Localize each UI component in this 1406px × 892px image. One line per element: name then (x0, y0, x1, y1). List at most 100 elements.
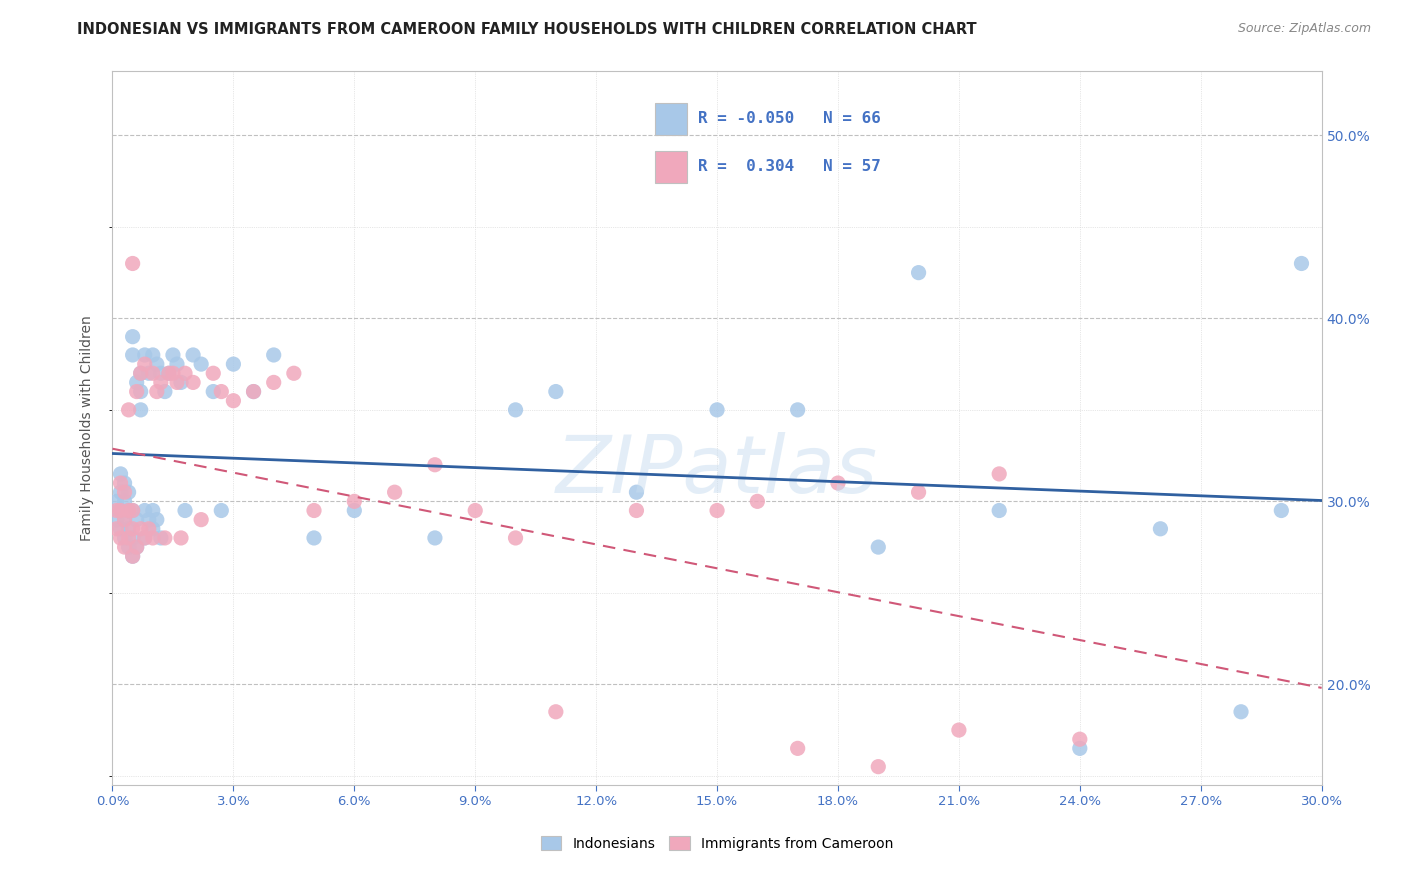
Point (117, 485, 139, 500)
Point (1270, 503, 1292, 517)
Point (505, 531, 527, 545)
Point (174, 366, 197, 380)
Point (129, 522, 152, 536)
Point (105, 503, 128, 517)
Point (907, 485, 929, 500)
Text: ZIPatlas: ZIPatlas (555, 432, 879, 510)
Point (988, 503, 1011, 517)
Point (121, 531, 143, 545)
Legend: Indonesians, Immigrants from Cameroon: Indonesians, Immigrants from Cameroon (536, 830, 898, 856)
Point (138, 513, 160, 527)
Point (626, 485, 648, 500)
Point (343, 503, 366, 517)
Point (747, 494, 769, 508)
Point (121, 549, 143, 564)
Point (134, 357, 156, 371)
Point (222, 357, 245, 371)
Point (263, 348, 285, 362)
Point (423, 458, 446, 472)
Point (138, 522, 160, 536)
Point (129, 366, 152, 380)
Point (117, 522, 139, 536)
Point (263, 376, 285, 390)
Point (138, 366, 160, 380)
Point (125, 513, 148, 527)
Point (105, 494, 128, 508)
Point (110, 503, 132, 517)
Point (181, 348, 204, 362)
Point (149, 531, 172, 545)
Point (190, 357, 212, 371)
Point (114, 531, 136, 545)
Point (110, 485, 132, 500)
Point (146, 357, 169, 371)
Point (114, 540, 136, 554)
Point (302, 503, 325, 517)
Point (242, 384, 264, 399)
Point (157, 366, 180, 380)
Point (162, 348, 184, 362)
Point (242, 384, 264, 399)
Point (134, 531, 156, 545)
Point (190, 513, 212, 527)
Point (202, 366, 225, 380)
Point (222, 393, 245, 408)
Point (125, 540, 148, 554)
Text: INDONESIAN VS IMMIGRANTS FROM CAMEROON FAMILY HOUSEHOLDS WITH CHILDREN CORRELATI: INDONESIAN VS IMMIGRANTS FROM CAMEROON F… (77, 22, 977, 37)
Point (988, 467, 1011, 481)
Point (142, 522, 165, 536)
Point (948, 723, 970, 737)
Point (146, 513, 169, 527)
Point (153, 384, 176, 399)
Point (110, 531, 132, 545)
Point (121, 522, 143, 536)
Point (170, 376, 193, 390)
Point (117, 503, 139, 517)
Point (142, 366, 165, 380)
Point (110, 476, 132, 491)
Point (157, 366, 180, 380)
Point (117, 503, 139, 517)
Point (146, 384, 169, 399)
Point (129, 384, 152, 399)
Point (174, 503, 197, 517)
Point (706, 503, 728, 517)
Point (114, 494, 136, 508)
Point (117, 531, 139, 545)
Point (134, 348, 156, 362)
Point (1230, 705, 1253, 719)
Point (142, 348, 165, 362)
Point (786, 741, 808, 756)
Point (464, 503, 486, 517)
Point (129, 402, 152, 417)
Point (786, 402, 808, 417)
Point (162, 366, 184, 380)
Point (105, 513, 128, 527)
Point (1291, 256, 1313, 270)
Point (202, 384, 225, 399)
Point (505, 402, 527, 417)
Point (343, 494, 366, 508)
Point (121, 503, 143, 517)
Point (209, 384, 232, 399)
Point (121, 348, 143, 362)
Point (105, 522, 128, 536)
Point (827, 476, 849, 491)
Point (907, 266, 929, 280)
Point (129, 366, 152, 380)
Point (121, 256, 143, 270)
Point (166, 376, 188, 390)
Point (149, 376, 172, 390)
Point (868, 759, 890, 773)
Point (110, 503, 132, 517)
Text: Source: ZipAtlas.com: Source: ZipAtlas.com (1237, 22, 1371, 36)
Point (1069, 741, 1091, 756)
Point (868, 540, 890, 554)
Point (117, 540, 139, 554)
Point (544, 705, 567, 719)
Point (1149, 522, 1171, 536)
Point (209, 503, 232, 517)
Point (125, 540, 148, 554)
Point (423, 531, 446, 545)
Point (117, 402, 139, 417)
